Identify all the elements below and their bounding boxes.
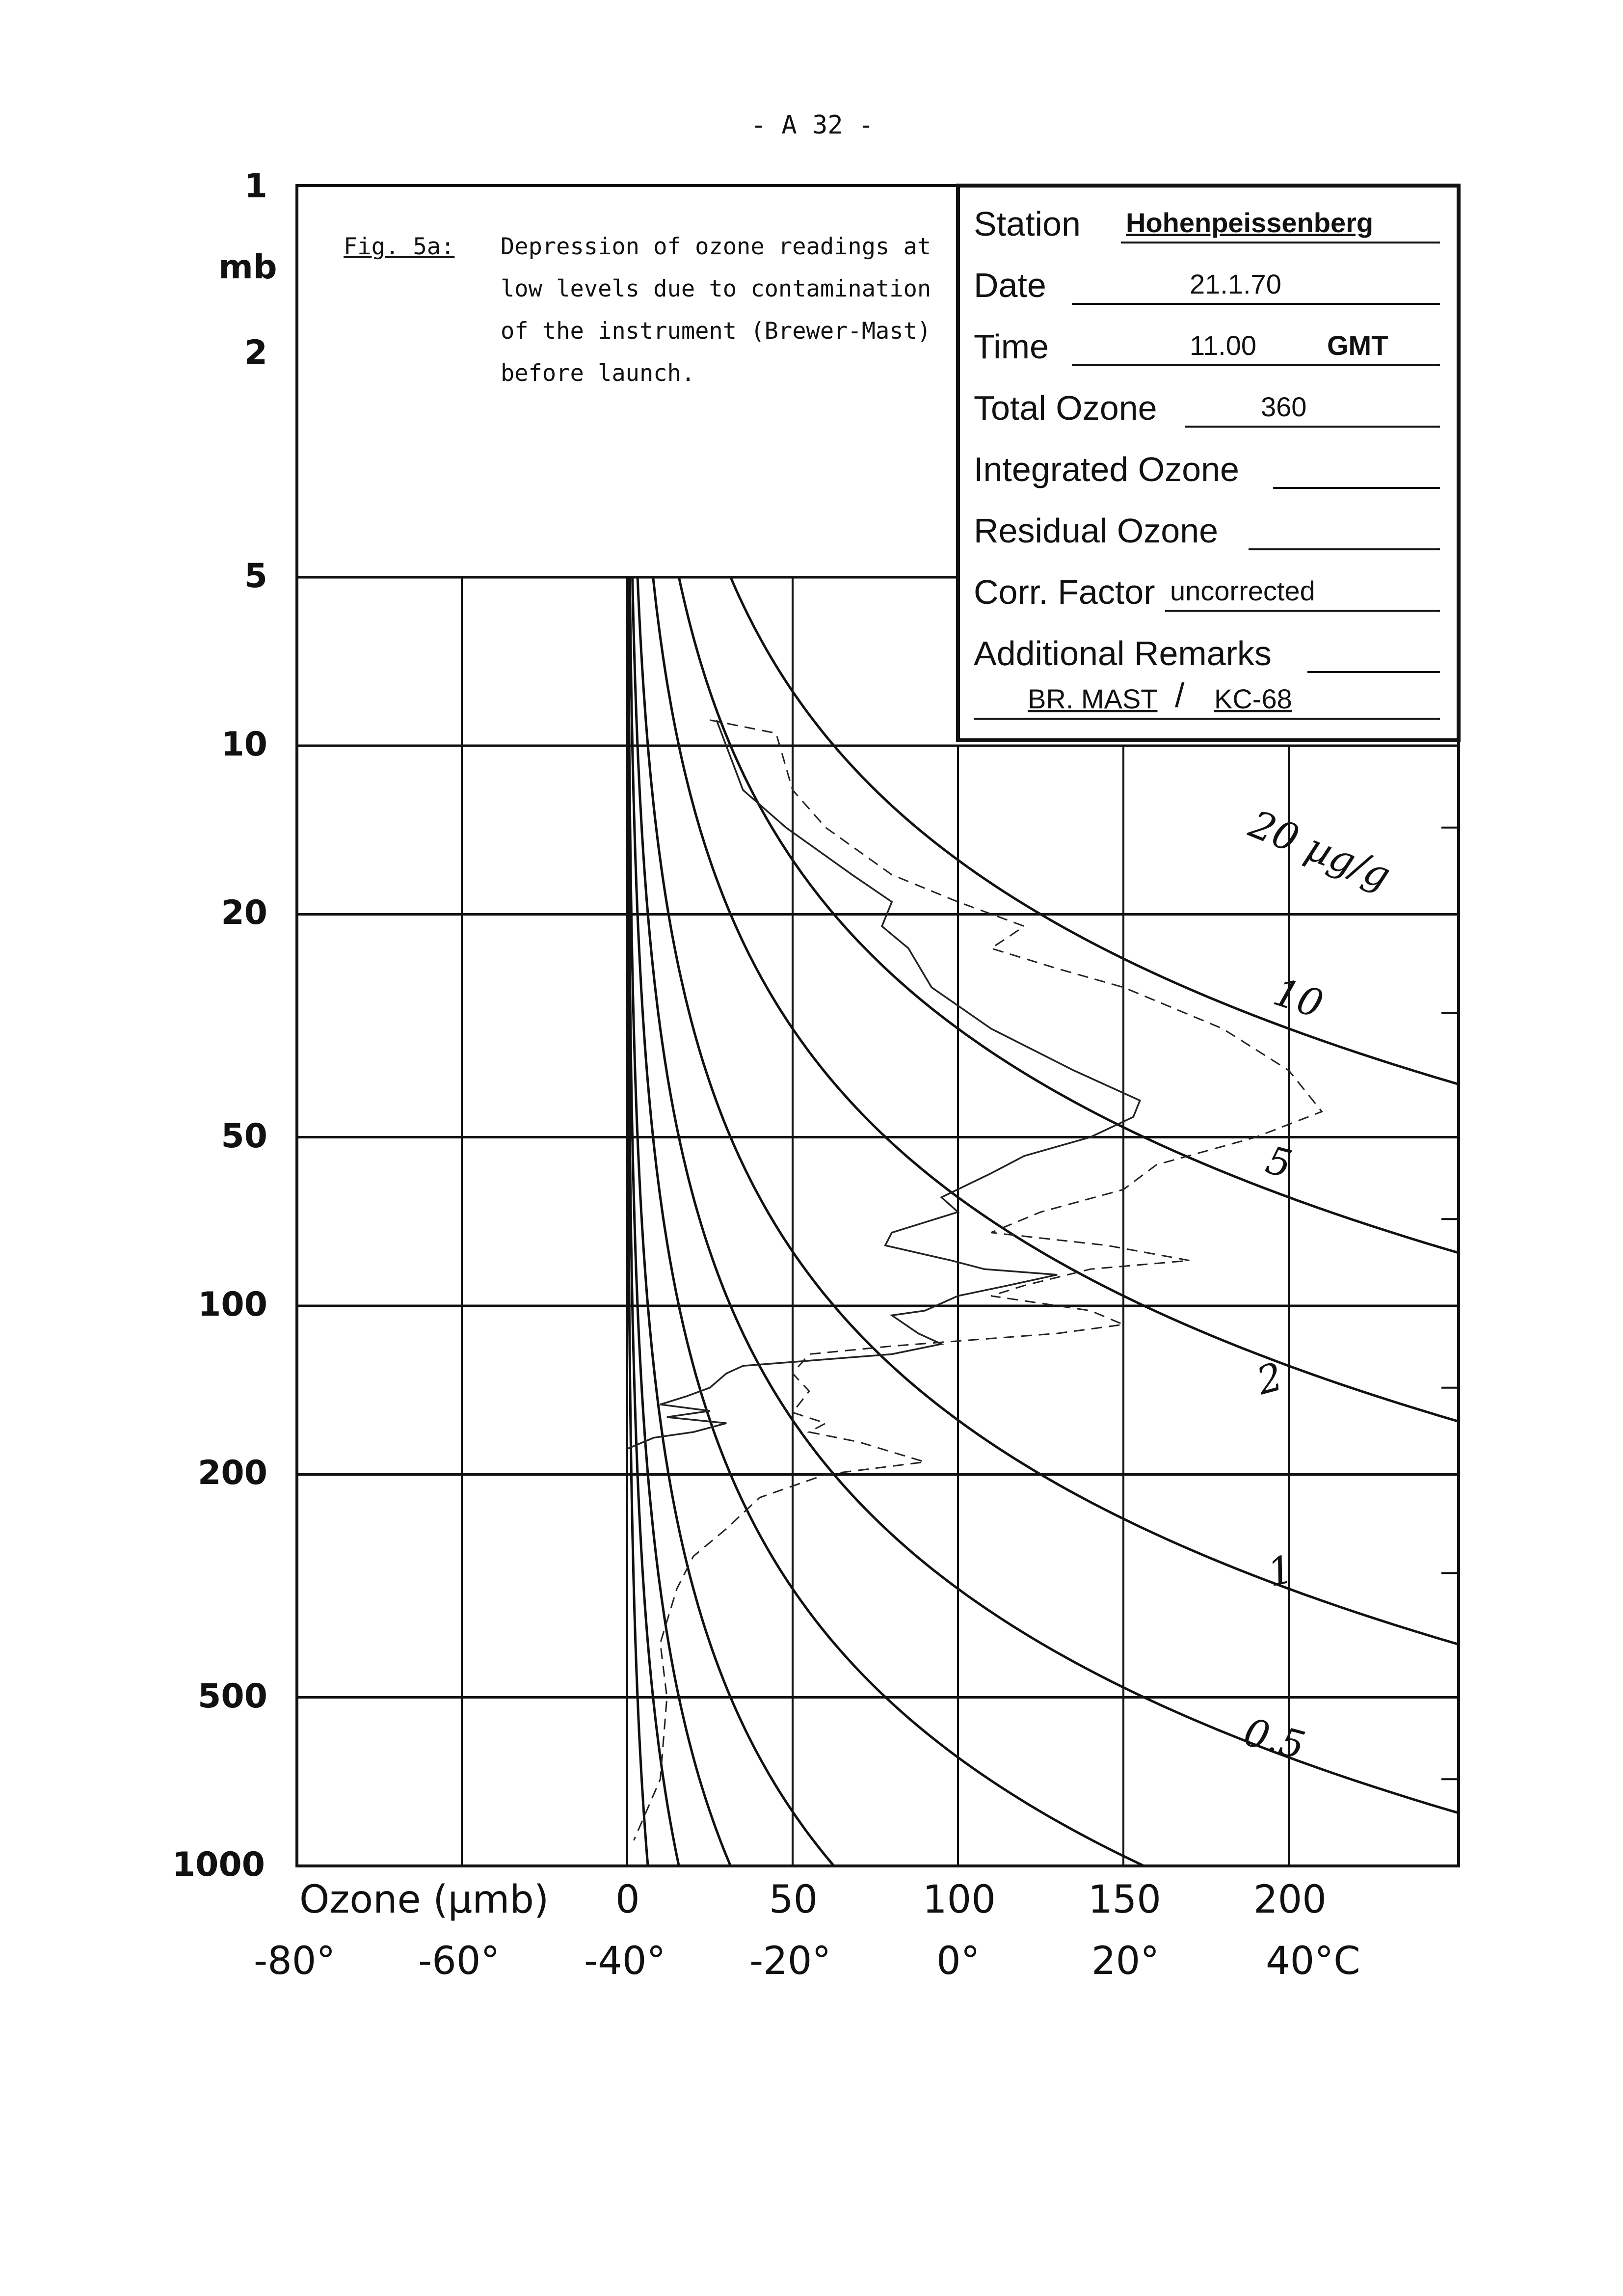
mixing-ratio-curve-4 xyxy=(626,577,1459,1866)
y-tick-label: 100 xyxy=(198,1285,267,1324)
y-axis-unit-label: mb xyxy=(218,248,277,287)
y-tick-label: 1000 xyxy=(172,1845,265,1884)
station-label: Station xyxy=(974,205,1081,243)
date-underline xyxy=(1072,303,1440,305)
profile-series-dashed xyxy=(633,719,1323,1841)
mixing-ratio-label-0: 20 µg/g xyxy=(1243,802,1397,899)
remarks-row: Additional Remarks xyxy=(974,630,1440,684)
mixing-ratio-curve-5 xyxy=(626,577,1145,1866)
x-tick-temperature: -40° xyxy=(584,1939,666,1983)
station-row: Station Hohenpeissenberg xyxy=(974,200,1440,254)
corr-factor-value: uncorrected xyxy=(1170,575,1315,606)
x-tick-ozone: 100 xyxy=(923,1878,996,1922)
page-number: - A 32 - xyxy=(750,110,874,140)
date-row: Date 21.1.70 xyxy=(974,262,1440,316)
x-tick-ozone: 150 xyxy=(1088,1878,1161,1922)
total-ozone-row: Total Ozone 360 xyxy=(974,384,1440,438)
y-tick-label: 500 xyxy=(198,1676,267,1716)
y-tick-label: 5 xyxy=(244,556,267,595)
x-tick-temperature: -80° xyxy=(254,1939,336,1983)
remarks-label: Additional Remarks xyxy=(974,634,1272,673)
mixing-ratio-curves xyxy=(626,577,1459,1866)
station-box-frame xyxy=(956,184,1461,742)
residual-ozone-row: Residual Ozone xyxy=(974,507,1440,561)
x-axis-label: Ozone (µmb) xyxy=(299,1878,549,1922)
station-underline xyxy=(1121,242,1440,243)
y-tick-label: 20 xyxy=(221,893,267,933)
caption-label: Fig. 5a: xyxy=(344,233,455,260)
mixing-ratio-label-1: 10 xyxy=(1268,970,1328,1027)
total-ozone-label: Total Ozone xyxy=(974,389,1157,427)
remarks-separator: / xyxy=(1175,676,1185,714)
x-tick-temperature: -20° xyxy=(749,1939,831,1983)
mixing-ratio-label-5: 0.5 xyxy=(1239,1710,1309,1768)
total-ozone-value: 360 xyxy=(1261,391,1307,422)
remarks-value-underline xyxy=(974,718,1440,720)
x-tick-temperature: -60° xyxy=(418,1939,500,1983)
x-tick-temperature: 40°C xyxy=(1266,1939,1360,1983)
x-tick-ozone: 50 xyxy=(769,1878,818,1922)
x-tick-ozone: 200 xyxy=(1253,1878,1327,1922)
time-row: Time 11.00 GMT xyxy=(974,323,1440,377)
y-tick-label: 2 xyxy=(244,333,267,373)
plot-frame xyxy=(295,184,1460,1867)
date-value: 21.1.70 xyxy=(1190,269,1281,299)
mixing-ratio-label-2: 5 xyxy=(1261,1138,1296,1187)
time-value: 11.00 xyxy=(1190,330,1256,361)
integrated-ozone-underline xyxy=(1273,487,1440,489)
remarks-value-2: KC-68 xyxy=(1214,683,1292,714)
profile-series-solid xyxy=(627,720,1141,1450)
remarks-value-1: BR. MAST xyxy=(1028,683,1158,714)
y-tick-label: 10 xyxy=(221,725,267,764)
mixing-ratio-curve-2 xyxy=(628,577,1459,1866)
ozone-profiles xyxy=(627,719,1323,1841)
station-value: Hohenpeissenberg xyxy=(1126,207,1374,238)
remarks-underline xyxy=(1307,671,1440,673)
y-tick-label: 200 xyxy=(198,1454,267,1493)
corr-factor-row: Corr. Factor uncorrected xyxy=(974,568,1440,622)
mixing-ratio-curve-9 xyxy=(626,577,649,1866)
grid xyxy=(297,576,1459,1866)
corr-factor-underline xyxy=(1165,610,1440,612)
mixing-ratio-curve-3 xyxy=(627,577,1459,1866)
mixing-ratio-curve-0 xyxy=(636,577,1459,1866)
mixing-ratio-curve-6 xyxy=(626,577,835,1866)
integrated-ozone-row: Integrated Ozone xyxy=(974,446,1440,500)
time-label: Time xyxy=(974,327,1049,366)
x-tick-temperature: 0° xyxy=(936,1939,980,1983)
total-ozone-underline xyxy=(1185,426,1440,428)
time-unit: GMT xyxy=(1327,330,1388,361)
integrated-ozone-label: Integrated Ozone xyxy=(974,450,1239,488)
residual-ozone-underline xyxy=(1249,548,1440,550)
y-tick-label: 50 xyxy=(221,1116,267,1156)
caption-text: Depression of ozone readings at low leve… xyxy=(501,233,931,387)
corr-factor-label: Corr. Factor xyxy=(974,573,1155,611)
time-underline xyxy=(1072,364,1440,366)
x-tick-ozone: 0 xyxy=(615,1878,640,1922)
remarks-value-row: BR. MAST / KC-68 xyxy=(974,676,1440,730)
mixing-ratio-curve-1 xyxy=(631,577,1459,1866)
residual-ozone-label: Residual Ozone xyxy=(974,512,1219,550)
y-tick-label: 1 xyxy=(244,167,267,206)
station-info-box: Station Hohenpeissenberg Date 21.1.70 Ti… xyxy=(958,186,1459,740)
x-tick-temperature: 20° xyxy=(1091,1939,1160,1983)
mixing-ratio-label-4: 1 xyxy=(1264,1547,1297,1595)
date-label: Date xyxy=(974,266,1046,304)
